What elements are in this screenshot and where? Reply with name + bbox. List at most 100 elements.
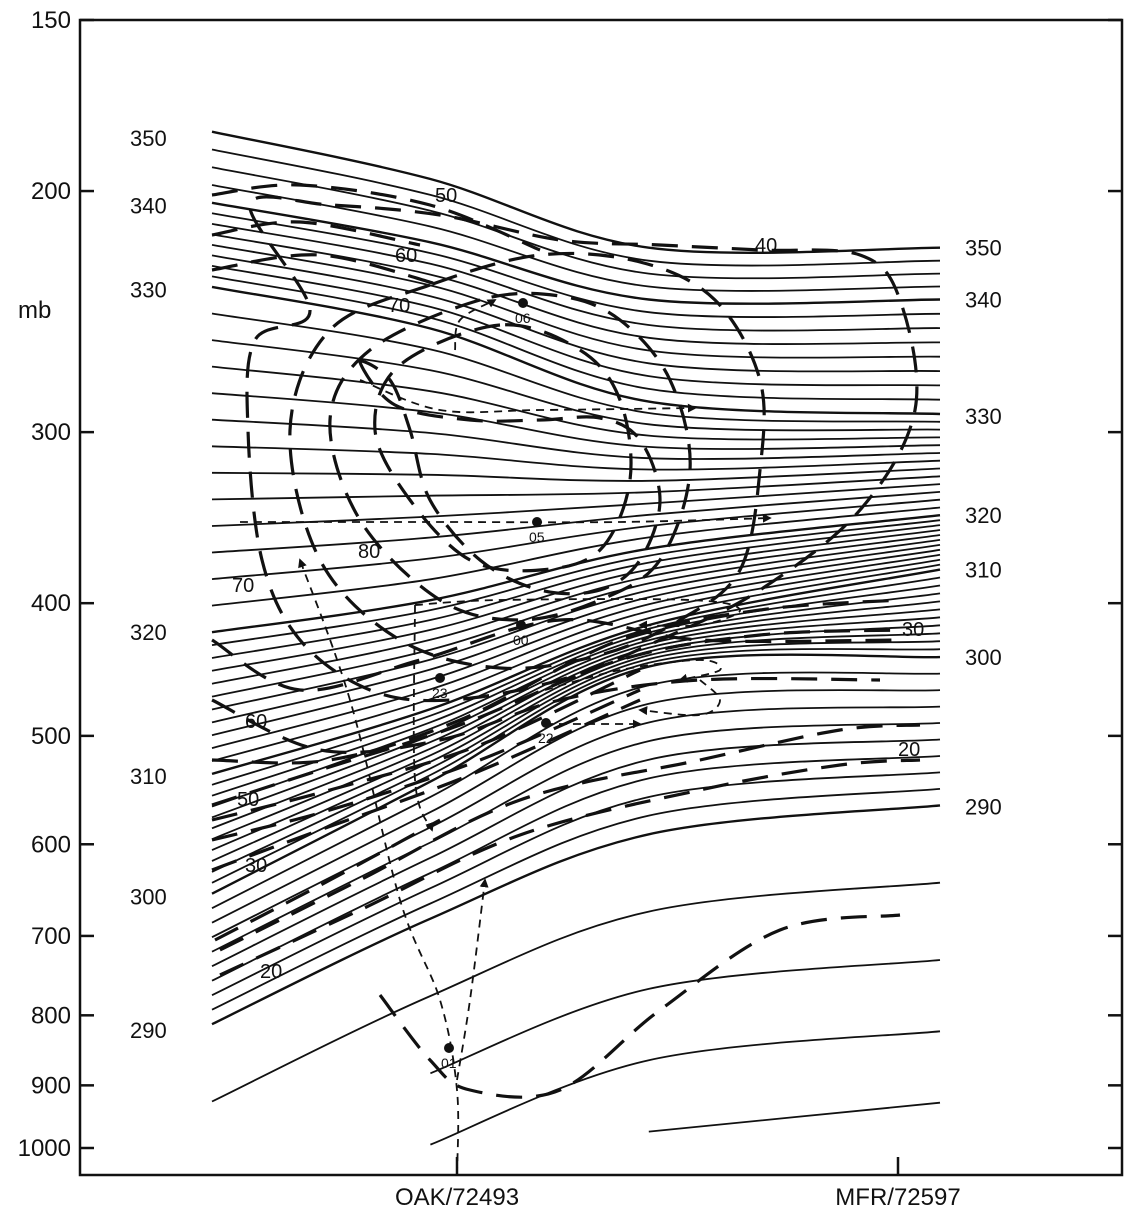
isentrope-line-45 xyxy=(211,640,941,873)
isotach-contour-3 xyxy=(373,323,633,573)
isotach-line-9 xyxy=(211,698,641,872)
isentrope-line-27 xyxy=(211,524,941,659)
isentrope-line-30 xyxy=(211,539,941,698)
y-tick-label-200: 200 xyxy=(31,178,71,205)
trajectory-time-label-06: 06 xyxy=(515,310,531,326)
isentrope-line-40 xyxy=(211,600,941,819)
isentrope-line-46 xyxy=(211,648,941,884)
trajectory-time-label-05: 05 xyxy=(529,529,545,545)
isentrope-line-52 xyxy=(211,738,941,968)
isotach-line-1 xyxy=(211,220,421,247)
isentrope-line-25 xyxy=(211,514,941,634)
trajectory-point-05 xyxy=(532,517,542,527)
trajectory-9 xyxy=(544,659,722,691)
isotach-lines xyxy=(211,183,921,1099)
isotach-label-11: 20 xyxy=(898,739,920,761)
isentrope-label-right-310: 310 xyxy=(965,558,1002,583)
isentrope-line-9 xyxy=(211,254,941,373)
isentrope-line-7 xyxy=(211,233,941,346)
isentrope-line-8 xyxy=(211,244,941,359)
isentrope-label-left-310: 310 xyxy=(130,764,167,789)
isotach-contour-4 xyxy=(358,359,662,596)
isentrope-label-right-320: 320 xyxy=(965,503,1002,528)
isentrope-line-1 xyxy=(211,148,941,267)
isotach-label-5: 60 xyxy=(245,711,267,733)
trajectory-point-22 xyxy=(541,718,551,728)
trajectory-lines xyxy=(240,298,772,1176)
isentrope-line-29 xyxy=(211,534,941,685)
y-tick-label-800: 800 xyxy=(31,1002,71,1029)
isotach-label-4: 70 xyxy=(232,575,254,597)
isentrope-line-58 xyxy=(430,959,941,1075)
isotach-label-3: 80 xyxy=(358,541,380,563)
isentrope-line-59 xyxy=(430,1030,941,1146)
isentrope-line-23 xyxy=(211,498,941,580)
isentrope-label-left-300: 300 xyxy=(130,884,167,909)
isotach-contour-2 xyxy=(328,291,692,622)
isentrope-label-left-290: 290 xyxy=(130,1018,167,1043)
isentrope-label-right-330: 330 xyxy=(965,404,1002,429)
isentrope-line-32 xyxy=(211,548,941,724)
trajectory-time-label-00: 00 xyxy=(513,632,529,648)
y-tick-label-900: 900 xyxy=(31,1072,71,1099)
isentrope-line-11 xyxy=(211,275,941,401)
isotach-label-10: 30 xyxy=(902,619,924,641)
isentrope-line-13 xyxy=(211,312,941,423)
isotach-contour-0 xyxy=(245,195,919,703)
isentrope-line-60 xyxy=(648,1101,941,1133)
isentrope-line-5 xyxy=(211,212,941,318)
trajectory-time-label-01: 01 xyxy=(441,1055,457,1071)
axes-frame: 1502003004005006007008009001000mbOAK/724… xyxy=(18,7,1124,1211)
isotach-label-8: 20 xyxy=(260,961,282,983)
trajectory-point-23 xyxy=(435,673,445,683)
isentrope-label-right-300: 300 xyxy=(965,645,1002,670)
isentrope-line-56 xyxy=(211,804,941,1026)
plot-frame xyxy=(78,18,1124,1177)
trajectory-point-00 xyxy=(516,620,526,630)
isentrope-line-31 xyxy=(211,544,941,711)
isentrope-line-4 xyxy=(211,201,941,305)
isentrope-line-15 xyxy=(211,365,941,441)
isentrope-line-26 xyxy=(211,519,941,646)
isotach-line-12 xyxy=(214,818,441,942)
isentrope-line-17 xyxy=(211,418,941,460)
isentrope-line-34 xyxy=(211,558,941,749)
isotach-line-3 xyxy=(211,618,901,692)
isotach-label-9: 40 xyxy=(755,235,777,257)
isentrope-label-right-350: 350 xyxy=(965,236,1002,261)
y-tick-label-400: 400 xyxy=(31,590,71,617)
y-tick-label-300: 300 xyxy=(31,419,71,446)
isentrope-label-left-330: 330 xyxy=(130,277,167,302)
trajectory-4 xyxy=(412,604,434,832)
isentrope-line-10 xyxy=(211,265,941,387)
isotach-line-11 xyxy=(219,758,921,977)
isotach-line-13 xyxy=(378,913,901,1099)
isentrope-label-right-340: 340 xyxy=(965,287,1002,312)
trajectory-time-label-22: 22 xyxy=(538,730,554,746)
trajectory-point-01 xyxy=(444,1043,454,1053)
isentrope-label-left-320: 320 xyxy=(130,620,167,645)
isentrope-line-43 xyxy=(211,624,941,851)
isentrope-line-19 xyxy=(211,467,941,482)
chart-labels: 350 340 330 320 310 300 290 350 340 330 320 310 300 2… xyxy=(130,126,1002,1071)
isentrope-line-18 xyxy=(211,445,941,471)
isentrope-label-right-290: 290 xyxy=(965,794,1002,819)
y-tick-label-150: 150 xyxy=(31,7,71,34)
isentrope-line-0 xyxy=(211,130,941,255)
isentrope-line-20 xyxy=(211,475,941,501)
isentrope-line-55 xyxy=(211,788,941,1011)
isotach-contour-1 xyxy=(288,251,766,671)
isentrope-line-54 xyxy=(211,771,941,997)
trajectory-7 xyxy=(454,299,497,351)
isotach-label-2: 70 xyxy=(388,295,410,317)
isentrope-line-21 xyxy=(211,483,941,527)
isentrope-line-22 xyxy=(211,491,941,554)
isotach-line-8 xyxy=(211,688,641,842)
isentrope-line-6 xyxy=(211,223,941,332)
x-tick-label-1: MFR/72597 xyxy=(835,1184,960,1211)
isotach-line-2 xyxy=(211,253,441,287)
isotach-label-0: 50 xyxy=(435,185,457,207)
trajectory-point-06 xyxy=(518,298,528,308)
isentrope-line-51 xyxy=(211,722,941,953)
